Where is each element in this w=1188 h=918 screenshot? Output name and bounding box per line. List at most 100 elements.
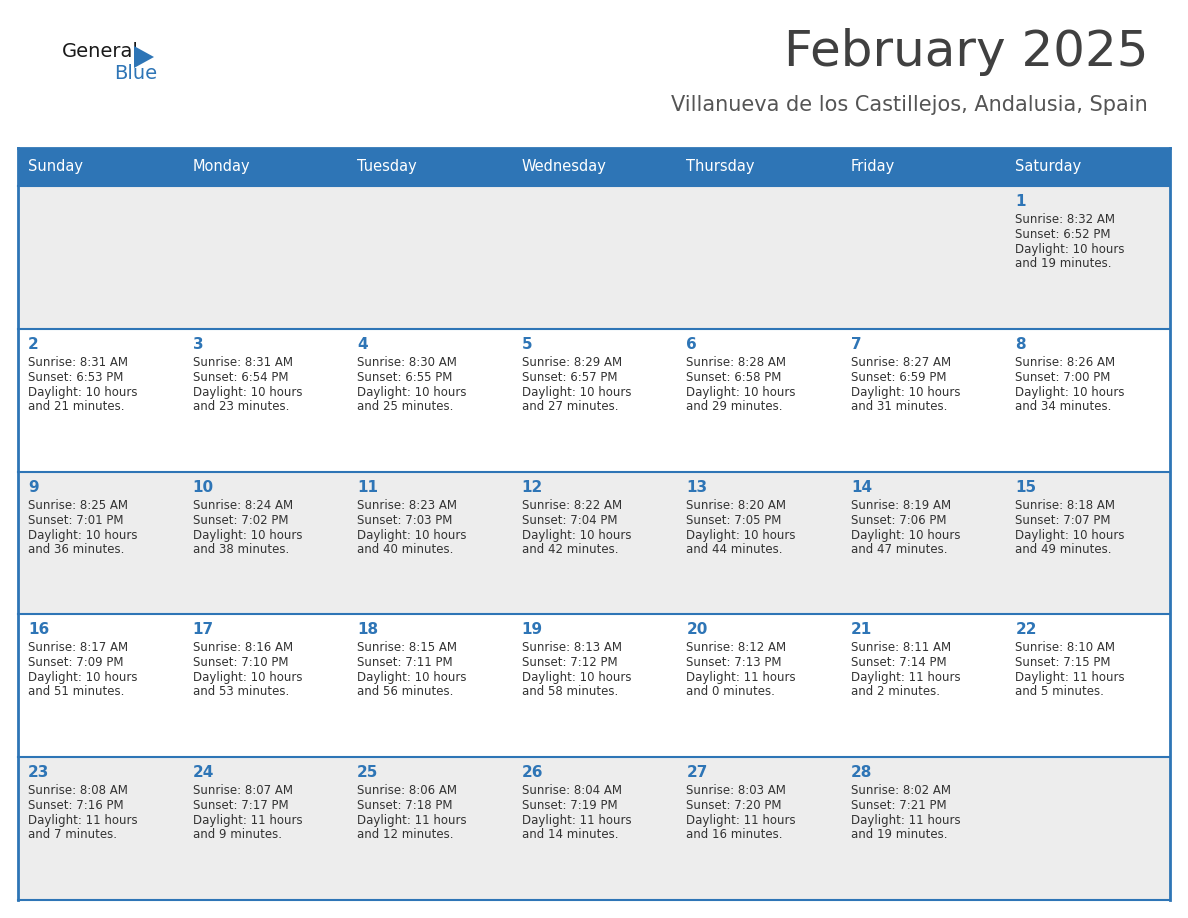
Text: 20: 20 [687, 622, 708, 637]
Text: Sunrise: 8:16 AM: Sunrise: 8:16 AM [192, 642, 292, 655]
Text: Sunrise: 8:24 AM: Sunrise: 8:24 AM [192, 498, 292, 511]
Bar [841, 329, 1005, 472]
Text: Sunrise: 8:31 AM: Sunrise: 8:31 AM [192, 356, 292, 369]
Text: Villanueva de los Castillejos, Andalusia, Spain: Villanueva de los Castillejos, Andalusia… [671, 95, 1148, 115]
Text: Sunset: 7:19 PM: Sunset: 7:19 PM [522, 800, 618, 812]
Bar [18, 329, 183, 472]
Text: Sunset: 7:17 PM: Sunset: 7:17 PM [192, 800, 289, 812]
Text: and 27 minutes.: and 27 minutes. [522, 400, 618, 413]
Bar [512, 186, 676, 329]
Text: Daylight: 11 hours: Daylight: 11 hours [358, 814, 467, 827]
Text: Sunset: 7:01 PM: Sunset: 7:01 PM [29, 513, 124, 527]
Bar [18, 148, 183, 186]
Text: 8: 8 [1016, 337, 1026, 352]
Text: 28: 28 [851, 766, 872, 780]
Text: Sunset: 7:07 PM: Sunset: 7:07 PM [1016, 513, 1111, 527]
Text: Daylight: 10 hours: Daylight: 10 hours [1016, 386, 1125, 398]
Text: Friday: Friday [851, 160, 895, 174]
Text: and 58 minutes.: and 58 minutes. [522, 686, 618, 699]
Text: Sunrise: 8:32 AM: Sunrise: 8:32 AM [1016, 213, 1116, 226]
Bar [841, 148, 1005, 186]
Text: Daylight: 11 hours: Daylight: 11 hours [192, 814, 302, 827]
Text: Sunrise: 8:13 AM: Sunrise: 8:13 AM [522, 642, 621, 655]
Bar [183, 757, 347, 900]
Text: 9: 9 [29, 479, 39, 495]
Bar [183, 472, 347, 614]
Text: Daylight: 11 hours: Daylight: 11 hours [29, 814, 138, 827]
Bar [18, 186, 183, 329]
Text: and 56 minutes.: and 56 minutes. [358, 686, 454, 699]
Text: Sunset: 6:59 PM: Sunset: 6:59 PM [851, 371, 947, 384]
Text: Monday: Monday [192, 160, 251, 174]
Text: and 2 minutes.: and 2 minutes. [851, 686, 940, 699]
Text: Wednesday: Wednesday [522, 160, 607, 174]
Text: Daylight: 10 hours: Daylight: 10 hours [1016, 529, 1125, 542]
Bar [18, 472, 183, 614]
Text: Sunrise: 8:15 AM: Sunrise: 8:15 AM [358, 642, 457, 655]
Text: and 53 minutes.: and 53 minutes. [192, 686, 289, 699]
Text: Sunset: 7:03 PM: Sunset: 7:03 PM [358, 513, 453, 527]
Text: Sunset: 7:04 PM: Sunset: 7:04 PM [522, 513, 618, 527]
Bar [183, 148, 347, 186]
Text: and 40 minutes.: and 40 minutes. [358, 543, 454, 555]
Text: 22: 22 [1016, 622, 1037, 637]
Bar [512, 614, 676, 757]
Text: 4: 4 [358, 337, 368, 352]
Text: and 38 minutes.: and 38 minutes. [192, 543, 289, 555]
Text: Sunrise: 8:23 AM: Sunrise: 8:23 AM [358, 498, 457, 511]
Text: Sunset: 7:21 PM: Sunset: 7:21 PM [851, 800, 947, 812]
Text: Sunrise: 8:30 AM: Sunrise: 8:30 AM [358, 356, 457, 369]
Text: Sunset: 6:55 PM: Sunset: 6:55 PM [358, 371, 453, 384]
Text: Sunrise: 8:08 AM: Sunrise: 8:08 AM [29, 784, 128, 797]
Text: Daylight: 11 hours: Daylight: 11 hours [851, 814, 960, 827]
Text: Sunrise: 8:22 AM: Sunrise: 8:22 AM [522, 498, 621, 511]
Text: and 21 minutes.: and 21 minutes. [29, 400, 125, 413]
Text: and 23 minutes.: and 23 minutes. [192, 400, 289, 413]
Bar [18, 757, 183, 900]
Bar [841, 472, 1005, 614]
Text: 3: 3 [192, 337, 203, 352]
Text: and 0 minutes.: and 0 minutes. [687, 686, 775, 699]
Text: Sunset: 7:09 PM: Sunset: 7:09 PM [29, 656, 124, 669]
Bar [1005, 614, 1170, 757]
Text: 10: 10 [192, 479, 214, 495]
Text: and 34 minutes.: and 34 minutes. [1016, 400, 1112, 413]
Text: Daylight: 11 hours: Daylight: 11 hours [851, 671, 960, 685]
Text: Sunrise: 8:03 AM: Sunrise: 8:03 AM [687, 784, 786, 797]
Text: February 2025: February 2025 [784, 28, 1148, 76]
Text: Daylight: 11 hours: Daylight: 11 hours [522, 814, 631, 827]
Text: Sunrise: 8:31 AM: Sunrise: 8:31 AM [29, 356, 128, 369]
Polygon shape [134, 46, 154, 68]
Bar [1005, 472, 1170, 614]
Text: Sunset: 6:53 PM: Sunset: 6:53 PM [29, 371, 124, 384]
Text: Sunset: 7:11 PM: Sunset: 7:11 PM [358, 656, 453, 669]
Text: Thursday: Thursday [687, 160, 754, 174]
Text: Sunrise: 8:07 AM: Sunrise: 8:07 AM [192, 784, 292, 797]
Text: Sunset: 7:10 PM: Sunset: 7:10 PM [192, 656, 287, 669]
Text: and 42 minutes.: and 42 minutes. [522, 543, 618, 555]
Bar [1005, 186, 1170, 329]
Text: Sunset: 6:52 PM: Sunset: 6:52 PM [1016, 228, 1111, 241]
Text: Sunset: 6:58 PM: Sunset: 6:58 PM [687, 371, 782, 384]
Bar [1005, 148, 1170, 186]
Text: Daylight: 10 hours: Daylight: 10 hours [29, 671, 138, 685]
Text: 7: 7 [851, 337, 861, 352]
Bar [676, 614, 841, 757]
Text: Sunday: Sunday [29, 160, 83, 174]
Text: Sunset: 7:06 PM: Sunset: 7:06 PM [851, 513, 947, 527]
Text: Daylight: 10 hours: Daylight: 10 hours [522, 529, 631, 542]
Text: Saturday: Saturday [1016, 160, 1082, 174]
Bar [347, 186, 512, 329]
Text: Sunset: 7:18 PM: Sunset: 7:18 PM [358, 800, 453, 812]
Text: Sunset: 7:00 PM: Sunset: 7:00 PM [1016, 371, 1111, 384]
Text: and 44 minutes.: and 44 minutes. [687, 543, 783, 555]
Text: 27: 27 [687, 766, 708, 780]
Text: Daylight: 10 hours: Daylight: 10 hours [358, 671, 467, 685]
Text: Daylight: 11 hours: Daylight: 11 hours [687, 671, 796, 685]
Text: Sunrise: 8:25 AM: Sunrise: 8:25 AM [29, 498, 128, 511]
Bar [676, 148, 841, 186]
Text: 24: 24 [192, 766, 214, 780]
Text: Sunrise: 8:27 AM: Sunrise: 8:27 AM [851, 356, 950, 369]
Text: Daylight: 10 hours: Daylight: 10 hours [192, 529, 302, 542]
Bar [512, 472, 676, 614]
